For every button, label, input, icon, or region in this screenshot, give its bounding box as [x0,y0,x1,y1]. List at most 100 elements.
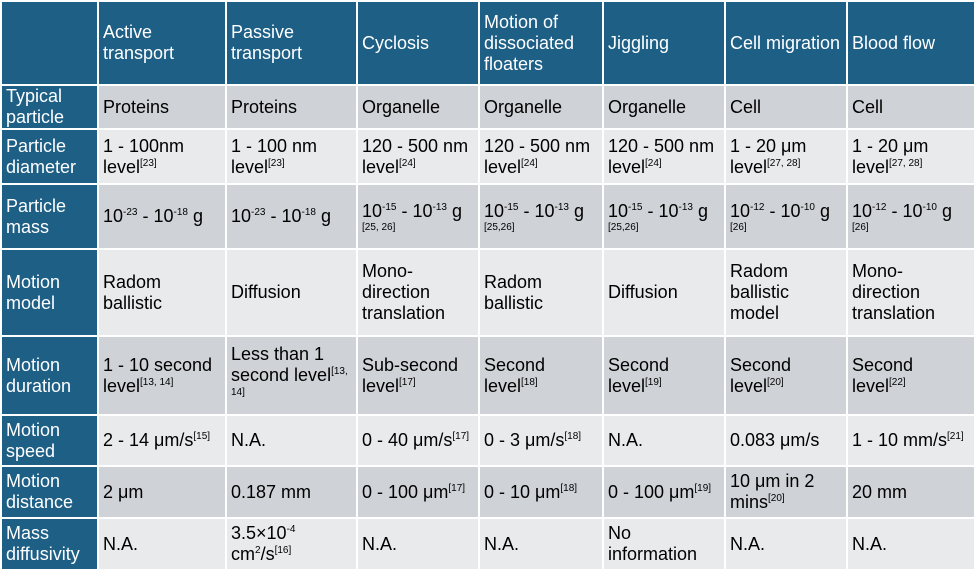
table-cell: N.A. [478,517,604,571]
mass-value: 10-23 - 10-18 g [103,206,221,227]
mass-value: 10-15 - 10-13 g [362,201,474,222]
table-cell: N.A. [846,517,974,571]
cell-text: Mono-direction translation [852,261,936,323]
cell-text: Less than 1 second level [231,344,332,385]
mass-unit: g [936,200,952,221]
reference: [17] [452,431,470,442]
diffusivity-value: 3.5×10 [231,523,287,543]
cell-text: Organelle [608,96,687,117]
reference: [18] [560,482,578,494]
table-cell: 0 - 100 μm[17] [356,465,480,519]
table-cell: Mono-direction translation [846,248,974,337]
table-cell: Organelle [356,84,480,130]
cell-text: N.A. [103,533,139,554]
cell-text: 0 - 3 μm/s [484,430,565,450]
table-cell: Organelle [602,84,726,130]
mass-separator: - 10 [518,200,555,221]
mass-base: 10 [231,206,252,226]
reference: [19] [694,482,712,494]
mass-separator: - 10 [642,200,679,221]
reference: [23] [140,157,157,169]
cell-text: 2 - 14 μm/s [103,430,194,450]
cell-text: 0.083 μm/s [730,430,820,450]
table-cell: N.A. [602,414,726,467]
cell-text: 1 - 10 mm/s [852,430,948,450]
table-cell: 1 - 20 μm level[27, 28] [724,128,848,185]
mass-base: 10 [362,200,383,221]
mass-separator: - 10 [396,200,433,221]
row-header: Motion distance [0,465,99,519]
table-cell: Proteins [225,84,358,130]
table-row: Motion duration 1 - 10 second level[13, 1… [0,335,974,416]
row-header: Typical particle [0,84,99,130]
table-cell: 10-15 - 10-13 g [25,26] [602,183,726,250]
table-cell: 0.187 mm [225,465,358,519]
cell-text: N.A. [608,430,644,450]
table-cell: 10-12 - 10-10 g [26] [724,183,848,250]
reference: [17] [448,482,466,494]
cell-text: 0 - 100 μm [608,481,695,502]
mass-exponent: -13 [554,201,569,213]
table-cell: Radom ballistic model [724,248,848,337]
row-header: Particle mass [0,183,99,250]
cell-text: Organelle [484,96,563,117]
cell-text: Diffusion [608,282,678,302]
column-header: Cyclosis [356,0,480,86]
mass-unit: g [315,206,331,226]
reference: [17] [399,376,416,388]
reference: [13, 14] [231,366,348,398]
cell-text: Second level [484,354,546,396]
cell-text: N.A. [362,533,398,554]
reference: [21] [947,431,964,442]
cell-text: 0.187 mm [231,481,312,502]
cell-text: 2 μm [103,481,144,502]
cell-text: Mono-direction translation [362,261,446,323]
table-cell: Diffusion [225,248,358,337]
cell-text: N.A. [730,533,766,554]
table-row: Motion model Radom ballistic Diffusion Mono… [0,248,974,337]
reference: [23] [268,157,285,169]
cell-text: 1 - 100nm level [103,135,185,177]
reference: [13, 14] [140,376,174,388]
table-cell: Proteins [97,84,227,130]
table-cell: 0.083 μm/s [724,414,848,467]
mass-base: 10 [103,206,124,226]
cell-text: 1 - 100 nm level [231,135,318,177]
cell-text: 20 mm [852,481,908,502]
table-cell: Cell [724,84,848,130]
column-header: Passive transport [225,0,358,86]
table-cell: N.A. [97,517,227,571]
table-cell: 2 - 14 μm/s[15] [97,414,227,467]
mass-exponent: -12 [872,201,887,213]
mass-exponent: -10 [922,201,937,213]
table-row: Motion speed 2 - 14 μm/s[15] N.A. 0 - 40 μm… [0,414,974,467]
mass-unit: g [692,200,708,221]
cell-text: Second level [852,354,914,396]
mass-value: 10-23 - 10-18 g [231,206,352,227]
table-cell: N.A. [724,517,848,571]
table-cell: Diffusion [602,248,726,337]
table-cell: Cell [846,84,974,130]
table-cell: 10-15 - 10-13 g [25, 26] [356,183,480,250]
mass-value: 10-15 - 10-13 g [608,201,720,222]
column-header: Cell migration [724,0,848,86]
reference: [20] [768,493,785,504]
table-cell: Sub-second level[17] [356,335,480,416]
table-cell: 10 μm in 2 mins[20] [724,465,848,519]
reference: [22] [889,376,906,388]
table-cell: 1 - 20 μm level[27, 28] [846,128,974,185]
table-cell: N.A. [225,414,358,467]
comparison-table: Active transport Passive transport Cyclosi… [0,0,974,571]
cell-text: Second level [730,354,792,396]
cell-text: N.A. [231,430,267,450]
table-cell: Second level[19] [602,335,726,416]
cell-text: No information [608,523,698,564]
mass-exponent: -15 [382,201,397,213]
table-cell: 120 - 500 nm level[24] [602,128,726,185]
cell-text: N.A. [484,533,520,554]
mass-exponent: -15 [628,201,643,213]
reference: [24] [521,157,538,169]
reference: [16] [274,545,292,556]
row-header: Particle diameter [0,128,99,185]
cell-text: Second level [608,354,670,396]
